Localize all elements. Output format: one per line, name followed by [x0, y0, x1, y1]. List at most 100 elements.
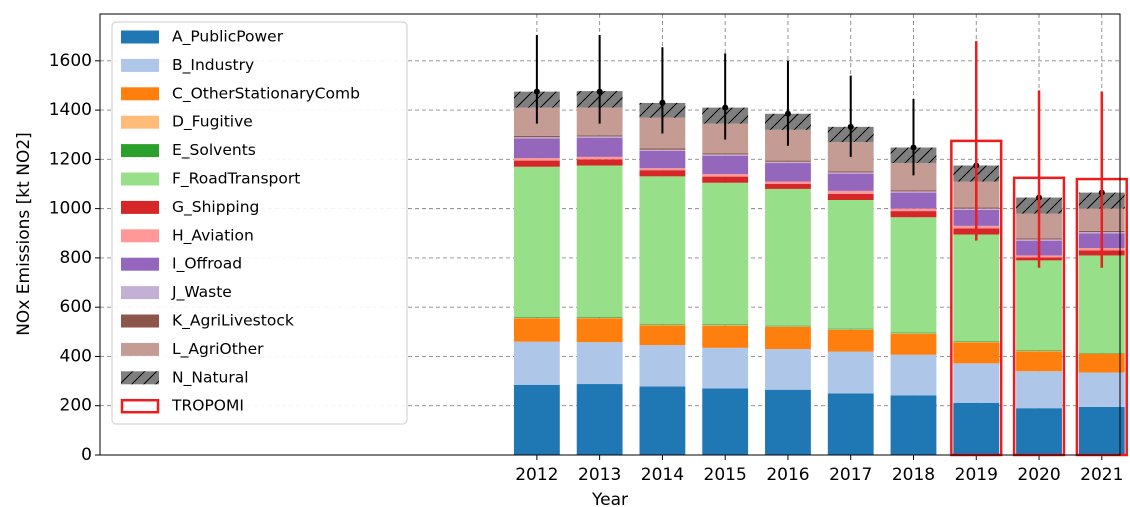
bar-segment	[639, 386, 686, 455]
legend-label: J_Waste	[171, 283, 232, 302]
bar-segment	[765, 183, 811, 189]
legend-label: I_Offroad	[172, 255, 242, 274]
x-tick-label: 2018	[892, 465, 935, 485]
error-center	[784, 110, 791, 117]
x-tick-label: 2019	[955, 465, 998, 485]
bar-segment	[890, 332, 937, 334]
legend-label: A_PublicPower	[172, 28, 284, 47]
bar-segment	[765, 349, 811, 390]
legend-swatch	[121, 30, 159, 44]
bar-segment	[702, 153, 749, 155]
bar-segment	[513, 166, 560, 318]
legend-label: TROPOMI	[171, 397, 244, 415]
bar-segment	[953, 341, 1000, 342]
bar-segment	[1078, 406, 1125, 455]
error-center	[596, 88, 603, 95]
bar-segment	[827, 200, 874, 329]
plot-frame	[99, 13, 1121, 456]
bar-segment	[827, 190, 874, 194]
bar-segment	[702, 155, 749, 175]
x-tick-label: 2021	[1080, 465, 1123, 485]
legend-swatch	[121, 172, 159, 186]
legend-label: F_RoadTransport	[172, 170, 300, 189]
bar-segment	[702, 325, 749, 348]
bar-segment	[890, 333, 937, 355]
legend-swatch	[121, 342, 159, 356]
bar-segment	[513, 317, 560, 318]
legend-swatch	[121, 257, 159, 271]
bar-segment	[1016, 371, 1062, 409]
bar-segment	[890, 190, 937, 192]
x-axis-label: Year	[591, 490, 628, 507]
bar-segment	[827, 171, 874, 173]
bar-segment	[890, 354, 937, 396]
bar-segment	[639, 150, 686, 169]
y-tick-label: 800	[60, 248, 92, 268]
bar-segment	[513, 158, 560, 161]
legend-label: L_AgriOther	[172, 340, 264, 359]
bar-segment	[953, 234, 1000, 342]
bar-segment	[639, 324, 686, 325]
bar-segment	[576, 342, 623, 385]
legend-label: D_Fugitive	[172, 113, 253, 132]
bar-segment	[513, 160, 560, 167]
bar-segment	[513, 341, 560, 385]
legend-swatch	[121, 87, 159, 101]
y-tick-label: 400	[60, 346, 92, 366]
legend-swatch	[120, 398, 160, 414]
bar-segment	[702, 176, 749, 183]
bar-segment	[890, 191, 937, 193]
bar-segment	[827, 328, 874, 330]
legend-label: N_Natural	[172, 368, 249, 387]
legend-swatch	[121, 115, 159, 129]
bar-segment	[513, 138, 560, 159]
bar-segment	[576, 165, 623, 318]
legend-swatch	[121, 286, 159, 300]
y-axis-label: NOx Emissions [kt NO2]	[14, 132, 34, 336]
bar-segment	[1016, 351, 1062, 372]
bar-segment	[513, 135, 560, 138]
bar-segment	[576, 137, 623, 157]
legend-label: C_OtherStationaryComb	[172, 84, 360, 103]
legend-label: E_Solvents	[172, 141, 256, 160]
bar-segment	[639, 345, 686, 387]
y-tick-label: 0	[81, 445, 92, 465]
bar-segment	[576, 318, 623, 343]
bar-segment	[576, 159, 623, 166]
bar-segment	[576, 156, 623, 160]
x-tick-label: 2015	[704, 465, 747, 485]
error-center	[910, 144, 917, 151]
bar-segment	[765, 325, 811, 327]
y-tick-label: 200	[60, 396, 92, 416]
bar-segment	[513, 137, 560, 139]
legend-swatch	[121, 229, 159, 243]
bar-segment	[827, 351, 874, 394]
bar-segment	[702, 154, 749, 156]
legend-label: B_Industry	[172, 56, 254, 75]
bar-segment	[1078, 353, 1125, 373]
bar-segment	[953, 342, 1000, 364]
bar-segment	[702, 324, 749, 326]
error-center	[847, 123, 854, 130]
x-tick-label: 2012	[515, 465, 558, 485]
bar-segment	[639, 149, 686, 151]
bar-segment	[765, 161, 811, 164]
bar-segment	[702, 388, 749, 455]
bar-segment	[702, 182, 749, 325]
bar-segment	[1078, 255, 1125, 353]
bar-segment	[639, 148, 686, 150]
bar-segment	[1016, 260, 1062, 351]
bar-segment	[953, 363, 1000, 403]
y-tick-label: 1600	[49, 51, 92, 71]
bar-segment	[702, 174, 749, 177]
bar-segment	[576, 317, 623, 318]
bar-segment	[1078, 352, 1125, 354]
bar-segment	[513, 384, 560, 455]
legend-swatch	[121, 314, 159, 328]
y-tick-label: 1200	[49, 149, 92, 169]
y-tick-label: 1400	[49, 100, 92, 120]
bar-segment	[890, 217, 937, 333]
legend-swatch	[121, 144, 159, 158]
bar-segment	[639, 176, 686, 325]
legend-box	[111, 21, 408, 425]
